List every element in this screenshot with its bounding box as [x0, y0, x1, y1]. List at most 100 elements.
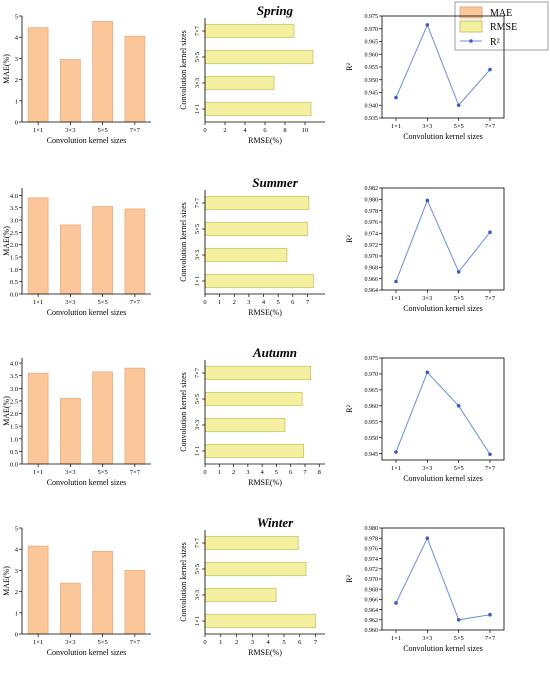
mae-bar	[27, 372, 49, 465]
mae-y-tick-label: 0.0	[10, 462, 18, 469]
rmse-x-tick-label: 2	[232, 469, 235, 476]
r2-y-tick-label: 0.965	[365, 40, 379, 46]
r2-x-axis-label: Convolution kernel sizes	[403, 304, 483, 313]
mae-chart: 0.0 0.5 1.0 1.5 2.0 2.5 3.0 3.5 4.0 1×1 3×3 5×5 7×7C…	[2, 188, 151, 317]
rmse-x-tick-label: 4	[262, 299, 266, 306]
mae-x-tick-label: 3×3	[65, 299, 75, 306]
rmse-x-tick-label: 7	[306, 299, 310, 306]
mae-y-tick-label: 4	[15, 547, 19, 554]
rmse-x-tick-label: 0	[203, 127, 206, 134]
r2-x-tick-label: 5×5	[454, 123, 464, 130]
r2-y-tick-label: 0.960	[365, 628, 379, 634]
r2-x-tick-label: 3×3	[422, 123, 432, 130]
r2-y-tick-label: 0.970	[365, 27, 379, 33]
mae-bar	[27, 27, 49, 123]
r2-y-tick-label: 0.982	[365, 186, 379, 192]
mae-x-tick-label: 1×1	[33, 639, 43, 646]
r2-y-tick-label: 0.964	[365, 608, 379, 614]
r2-y-tick-label: 0.970	[365, 372, 379, 378]
r2-chart: 0.945 0.950 0.955 0.960 0.965 0.970 0.975 1×1 3×…	[345, 356, 505, 483]
mae-y-tick-label: 0	[15, 632, 18, 639]
mae-y-tick-label: 3	[15, 568, 18, 575]
r2-x-tick-label: 3×3	[422, 635, 432, 642]
r2-y-tick-label: 0.935	[365, 116, 379, 122]
r2-y-tick-label: 0.962	[365, 618, 379, 624]
r2-series-line	[395, 199, 491, 282]
mae-y-tick-label: 2.0	[10, 411, 18, 418]
rmse-bar	[204, 195, 310, 211]
season-title: Winter	[257, 515, 294, 530]
r2-y-tick-label: 0.964	[365, 288, 379, 294]
rmse-y-tick-label: 3×3	[194, 250, 201, 260]
rmse-y-tick-label: 1×1	[194, 104, 201, 114]
r2-point	[425, 370, 430, 375]
r2-y-tick-label: 0.966	[365, 598, 379, 604]
rmse-y-tick-label: 5×5	[194, 224, 201, 234]
r2-point	[394, 95, 398, 100]
rmse-x-tick-label: 1	[218, 299, 221, 306]
r2-series-line	[395, 536, 491, 621]
rmse-bar	[204, 75, 275, 91]
r2-point	[488, 612, 492, 617]
rmse-x-tick-label: 4	[261, 469, 265, 476]
mae-x-tick-label: 7×7	[130, 639, 141, 646]
mae-x-tick-label: 5×5	[98, 299, 108, 306]
mae-x-tick-label: 1×1	[33, 127, 43, 134]
mae-x-tick-label: 3×3	[65, 469, 75, 476]
rmse-x-tick-label: 5	[282, 639, 285, 646]
rmse-x-tick-label: 6	[263, 127, 267, 134]
mae-y-tick-label: 0.5	[10, 279, 18, 286]
r2-point	[394, 450, 398, 454]
r2-y-tick-label: 0.974	[365, 557, 379, 563]
rmse-y-axis-label: Convolution kernel sizes	[179, 542, 188, 622]
mae-y-axis-label: MAE(%)	[2, 566, 11, 596]
rmse-x-axis-label: RMSE(%)	[248, 478, 282, 487]
r2-point	[456, 618, 461, 622]
rmse-bar	[204, 101, 312, 117]
mae-y-tick-label: 5	[15, 526, 18, 533]
mae-bar	[27, 197, 49, 295]
r2-x-tick-label: 5×5	[454, 465, 464, 472]
rmse-x-tick-label: 0	[203, 469, 206, 476]
r2-y-tick-label: 0.978	[365, 209, 379, 215]
rmse-x-tick-label: 7	[303, 469, 307, 476]
mae-y-tick-label: 2	[15, 589, 18, 596]
rmse-y-axis-label: Convolution kernel sizes	[179, 372, 188, 452]
rmse-chart: 0 1 2 3 4 5 6 7 1×1 3×3 5×5 7×7 RMSE(%) Convolution k…	[179, 190, 325, 317]
r2-x-tick-label: 1×1	[391, 635, 401, 642]
rmse-x-tick-label: 2	[233, 299, 236, 306]
rmse-y-tick-label: 1×1	[194, 446, 201, 456]
r2-y-tick-label: 0.968	[365, 587, 379, 593]
r2-y-tick-label: 0.972	[365, 243, 379, 249]
mae-y-tick-label: 2.0	[10, 242, 18, 249]
mae-bar	[92, 551, 113, 635]
r2-y-tick-label: 0.960	[365, 404, 379, 410]
rmse-x-axis-label: RMSE(%)	[248, 136, 282, 145]
rmse-x-tick-label: 3	[246, 469, 249, 476]
r2-point	[425, 198, 430, 203]
mae-bar	[124, 208, 146, 295]
mae-x-axis-label: Convolution kernel sizes	[47, 478, 127, 487]
rmse-y-tick-label: 7×7	[194, 537, 201, 548]
mae-y-tick-label: 1	[15, 98, 18, 105]
rmse-bar	[204, 417, 286, 433]
r2-y-tick-label: 0.976	[365, 220, 379, 226]
rmse-x-tick-label: 0	[203, 299, 206, 306]
r2-y-tick-label: 0.950	[365, 78, 379, 84]
rmse-x-tick-label: 0	[203, 639, 206, 646]
r2-y-tick-label: 0.968	[365, 266, 379, 272]
r2-x-tick-label: 7×7	[485, 465, 496, 472]
mae-bar	[60, 398, 81, 465]
rmse-x-tick-label: 3	[251, 639, 254, 646]
mae-y-tick-label: 2	[15, 77, 18, 84]
r2-point	[394, 279, 398, 284]
r2-y-tick-label: 0.960	[365, 52, 379, 58]
mae-x-tick-label: 5×5	[98, 127, 108, 134]
rmse-bar	[204, 49, 314, 65]
mae-bar	[124, 35, 146, 123]
rmse-x-tick-label: 4	[243, 127, 247, 134]
